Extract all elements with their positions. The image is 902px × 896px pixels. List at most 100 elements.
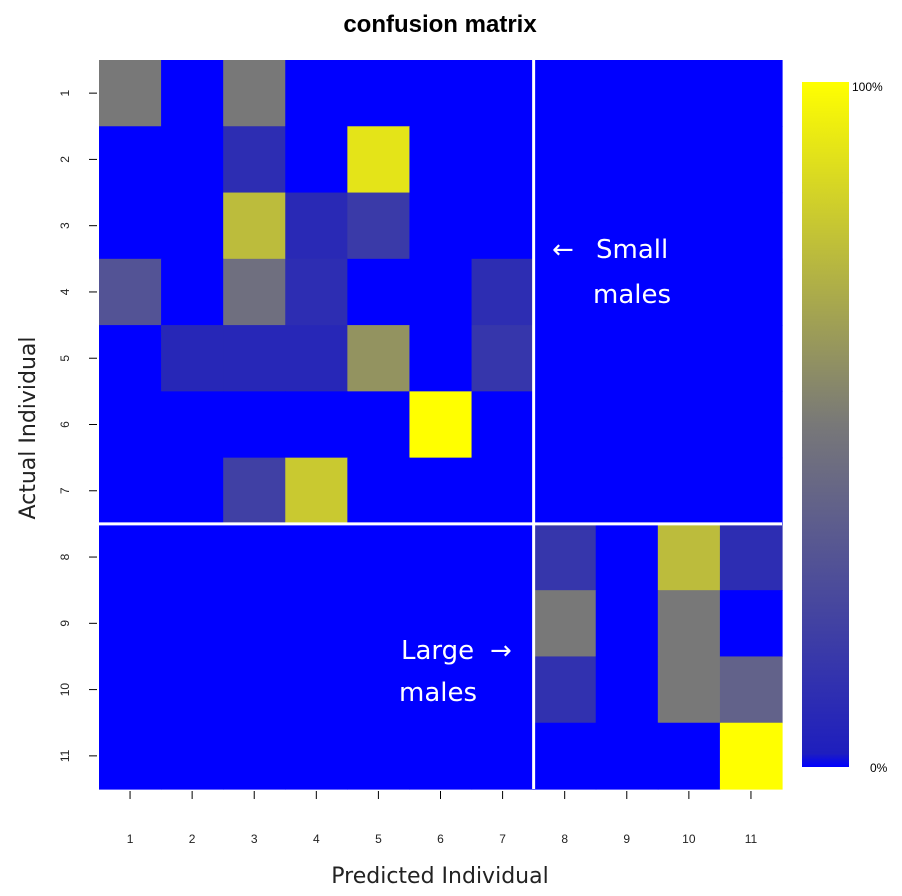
heatmap-cell-r10-c1 (99, 656, 162, 724)
heatmap-cell-r7-c1 (99, 457, 162, 525)
chart-title: confusion matrix (343, 11, 537, 38)
heatmap-cell-r11-c7 (471, 722, 535, 790)
y-tick-label-8: 8 (58, 553, 72, 560)
heatmap-cell-r3-c10 (657, 192, 721, 260)
heatmap-cell-r5-c1 (99, 325, 162, 392)
heatmap-cell-r4-c2 (161, 258, 224, 326)
heatmap-cell-r9-c5 (347, 590, 411, 658)
heatmap-cell-r5-c3 (223, 325, 286, 392)
heatmap-cell-r8-c11 (719, 523, 783, 591)
small-males-line1: Small (596, 235, 668, 265)
colorbar-min-label: 0% (870, 761, 888, 775)
heatmap-cell-r1-c7 (471, 60, 535, 127)
heatmap-cell-r11-c8 (533, 722, 597, 790)
heatmap-cell-r2-c6 (409, 126, 473, 194)
heatmap-cell-r8-c4 (285, 523, 348, 591)
y-tick-label-2: 2 (58, 156, 72, 163)
heatmap-cell-r10-c5 (347, 656, 411, 724)
heatmap-cell-r10-c6 (409, 656, 473, 724)
heatmap-cell-r3-c6 (409, 192, 473, 260)
heatmap-cell-r10-c2 (161, 656, 224, 724)
y-tick-label-4: 4 (58, 288, 72, 295)
x-tick-label-10: 10 (682, 832, 696, 846)
small-males-annotation: ← Small males (552, 235, 671, 310)
heatmap-cell-r11-c9 (595, 722, 659, 790)
x-tick-label-11: 11 (745, 832, 758, 846)
heatmap-cell-r7-c6 (409, 457, 473, 525)
x-tick-label-7: 7 (499, 832, 506, 846)
heatmap-cell-r6-c3 (223, 391, 286, 459)
heatmap-cell-r11-c2 (161, 722, 224, 790)
large-males-arrow: → (490, 636, 512, 666)
heatmap-cell-r2-c8 (533, 126, 597, 194)
heatmap-cell-r1-c2 (161, 60, 224, 127)
heatmap-cell-r9-c8 (533, 590, 597, 658)
colorbar (802, 82, 849, 767)
heatmap-cell-r9-c2 (161, 590, 224, 658)
heatmap-cell-r5-c4 (285, 325, 348, 392)
heatmap-cell-r11-c11 (719, 722, 783, 790)
heatmap-cell-r2-c5 (347, 126, 411, 194)
heatmap-cell-r8-c1 (99, 523, 162, 591)
heatmap-cells (99, 60, 783, 790)
heatmap-cell-r1-c11 (719, 60, 783, 127)
heatmap-cell-r11-c6 (409, 722, 473, 790)
y-tick-label-9: 9 (58, 620, 72, 627)
heatmap-cell-r3-c3 (223, 192, 286, 260)
heatmap-cell-r1-c9 (595, 60, 659, 127)
heatmap-cell-r6-c8 (533, 391, 597, 459)
y-tick-label-1: 1 (58, 89, 72, 96)
heatmap-cell-r3-c8 (533, 192, 597, 260)
y-tick-label-6: 6 (58, 421, 72, 428)
heatmap-cell-r10-c10 (657, 656, 721, 724)
x-axis-label: Predicted Individual (331, 864, 548, 889)
group-dividers (99, 60, 782, 789)
heatmap-cell-r9-c10 (657, 590, 721, 658)
y-axis-ticks: 1 2 3 4 5 6 7 8 9 10 11 (58, 89, 97, 762)
heatmap-cell-r1-c3 (223, 60, 286, 127)
heatmap-cell-r3-c9 (595, 192, 659, 260)
heatmap-cell-r9-c4 (285, 590, 348, 658)
heatmap-cell-r6-c11 (719, 391, 783, 459)
heatmap-cell-r6-c10 (657, 391, 721, 459)
heatmap-cell-r6-c2 (161, 391, 224, 459)
small-males-arrow: ← (552, 235, 574, 265)
heatmap-cell-r1-c1 (99, 60, 162, 127)
heatmap-cell-r9-c7 (471, 590, 535, 658)
small-males-line2: males (593, 280, 671, 310)
heatmap-cell-r4-c6 (409, 258, 473, 326)
heatmap-cell-r2-c11 (719, 126, 783, 194)
y-tick-label-7: 7 (58, 487, 72, 494)
heatmap-cell-r6-c6 (409, 391, 473, 459)
heatmap-cell-r7-c11 (719, 457, 783, 525)
heatmap-cell-r9-c1 (99, 590, 162, 658)
heatmap-cell-r6-c1 (99, 391, 162, 459)
heatmap-cell-r4-c11 (719, 258, 783, 326)
heatmap-cell-r11-c4 (285, 722, 348, 790)
heatmap-cell-r5-c10 (657, 325, 721, 392)
heatmap-cell-r7-c7 (471, 457, 535, 525)
x-tick-label-4: 4 (313, 832, 320, 846)
heatmap-cell-r2-c10 (657, 126, 721, 194)
heatmap-cell-r10-c3 (223, 656, 286, 724)
heatmap-cell-r2-c2 (161, 126, 224, 194)
heatmap-cell-r5-c2 (161, 325, 224, 392)
heatmap-cell-r4-c5 (347, 258, 411, 326)
heatmap-cell-r4-c10 (657, 258, 721, 326)
heatmap-cell-r8-c8 (533, 523, 597, 591)
heatmap-cell-r2-c7 (471, 126, 535, 194)
heatmap-cell-r7-c9 (595, 457, 659, 525)
heatmap-cell-r2-c1 (99, 126, 162, 194)
heatmap-cell-r11-c1 (99, 722, 162, 790)
heatmap-cell-r6-c7 (471, 391, 535, 459)
x-tick-label-6: 6 (437, 832, 444, 846)
heatmap-cell-r8-c9 (595, 523, 659, 591)
x-tick-label-5: 5 (375, 832, 382, 846)
heatmap-cell-r8-c10 (657, 523, 721, 591)
y-axis-label: Actual Individual (16, 336, 41, 519)
heatmap-cell-r7-c8 (533, 457, 597, 525)
heatmap-cell-r1-c8 (533, 60, 597, 127)
x-axis-ticks: 1 2 3 4 5 6 7 8 9 10 11 (127, 791, 758, 846)
heatmap-cell-r5-c9 (595, 325, 659, 392)
